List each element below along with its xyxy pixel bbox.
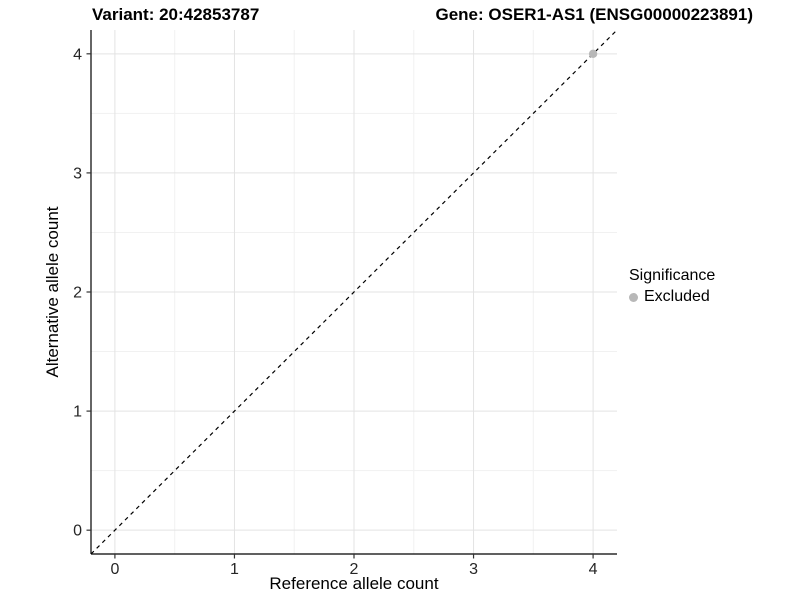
svg-text:4: 4 <box>73 46 82 63</box>
y-axis-title: Alternative allele count <box>43 206 62 378</box>
legend: Significance Excluded <box>629 267 715 306</box>
svg-text:2: 2 <box>73 285 82 302</box>
legend-item-label: Excluded <box>644 288 710 305</box>
legend-title: Significance <box>629 267 716 284</box>
svg-text:0: 0 <box>73 523 82 540</box>
svg-text:3: 3 <box>469 561 478 578</box>
x-axis-title: Reference allele count <box>269 574 439 593</box>
svg-text:0: 0 <box>110 561 119 578</box>
svg-text:2: 2 <box>350 561 359 578</box>
legend-item-excluded: Excluded <box>629 288 715 306</box>
svg-text:1: 1 <box>73 404 82 421</box>
legend-point-icon <box>629 292 638 302</box>
svg-text:1: 1 <box>230 561 239 578</box>
svg-text:3: 3 <box>73 165 82 182</box>
svg-text:4: 4 <box>589 561 598 578</box>
plot-title-variant: Variant: 20:42853787 <box>92 5 260 24</box>
plot-title-gene: Gene: OSER1-AS1 (ENSG00000223891) <box>435 5 754 24</box>
